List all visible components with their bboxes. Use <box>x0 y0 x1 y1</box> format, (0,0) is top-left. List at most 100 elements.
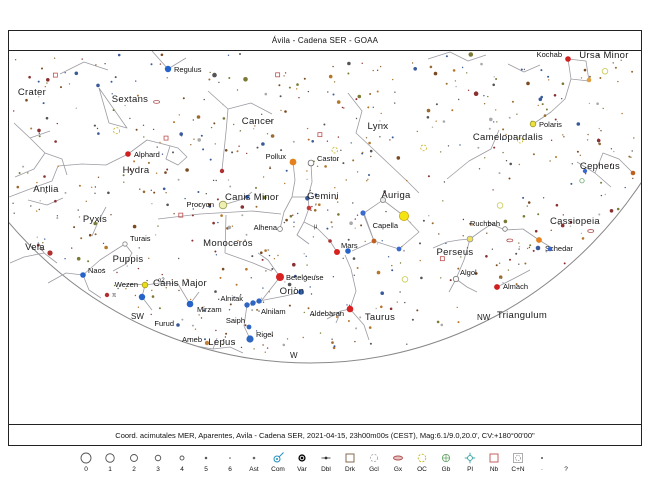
field-star <box>457 267 460 270</box>
field-star <box>436 320 440 324</box>
field-star <box>243 77 248 82</box>
field-star <box>246 152 248 155</box>
field-star <box>599 77 602 79</box>
field-star <box>85 200 88 202</box>
field-star <box>125 288 127 290</box>
star-polaris[interactable] <box>529 120 537 128</box>
field-star <box>218 298 220 300</box>
star-aur-star[interactable] <box>360 210 366 216</box>
star-rigel[interactable] <box>246 335 254 343</box>
star-label-naos: Naos <box>88 266 106 275</box>
legend-item-6: 6 <box>222 451 238 473</box>
star-pollux[interactable] <box>289 158 297 166</box>
field-star <box>64 72 66 74</box>
sky-chart-svg[interactable]: Regulus Kochab Polaris Alphard Pollux Castor C… <box>9 51 641 424</box>
star-algol[interactable] <box>452 275 460 283</box>
star-pherkad[interactable] <box>586 77 592 83</box>
star-alnilam[interactable] <box>250 300 256 306</box>
field-star <box>102 242 105 245</box>
star-procyon[interactable] <box>218 200 228 210</box>
star-propus[interactable] <box>328 239 332 243</box>
field-star <box>509 162 512 166</box>
field-star <box>345 179 347 181</box>
field-star <box>264 351 266 353</box>
field-star <box>263 195 267 200</box>
star-aldebaran[interactable] <box>346 305 354 313</box>
star-almach[interactable] <box>494 284 500 290</box>
field-star <box>147 161 150 164</box>
star-mirzam[interactable] <box>186 300 194 308</box>
field-star <box>518 248 520 250</box>
field-star <box>389 307 393 311</box>
field-star <box>347 72 350 75</box>
star-regulus[interactable] <box>164 65 172 73</box>
pl-symbol-icon <box>464 452 476 464</box>
field-star <box>534 229 538 233</box>
star-vela-star[interactable] <box>47 250 53 256</box>
star-kochab[interactable] <box>565 56 571 62</box>
star-mars[interactable] <box>334 249 340 255</box>
drk-symbol-icon <box>345 453 355 463</box>
star-pi-pup[interactable] <box>104 292 110 298</box>
star-caph[interactable] <box>547 246 553 252</box>
star-wezen[interactable] <box>141 281 149 289</box>
star-bellatrix[interactable] <box>298 289 304 295</box>
star-alnitak[interactable] <box>244 302 250 308</box>
field-star <box>554 118 557 121</box>
field-star <box>562 214 564 216</box>
star-elnath[interactable] <box>345 248 351 254</box>
field-star <box>88 233 92 237</box>
field-star <box>178 289 180 292</box>
star-mirfak[interactable] <box>466 235 474 243</box>
field-star <box>462 235 464 237</box>
star-theta-aur[interactable] <box>396 246 402 252</box>
star-menkalinan[interactable] <box>379 196 386 203</box>
field-star <box>508 116 511 119</box>
star-acubens[interactable] <box>219 168 225 174</box>
star-arneb[interactable] <box>204 340 210 346</box>
star-alhena[interactable] <box>277 226 283 232</box>
star-alphard[interactable] <box>125 151 131 157</box>
field-star <box>337 201 339 203</box>
star-furud[interactable] <box>176 323 180 327</box>
star-naos[interactable] <box>80 272 86 278</box>
legend-item-label: Drk <box>344 466 356 473</box>
field-star <box>208 205 212 208</box>
field-star <box>271 334 273 337</box>
horizon-label-nw: NW <box>477 313 491 322</box>
field-star <box>217 221 219 224</box>
star-schedar[interactable] <box>536 237 542 243</box>
chart-area[interactable]: Regulus Kochab Polaris Alphard Pollux Castor C… <box>9 51 641 424</box>
star-turais[interactable] <box>122 241 128 247</box>
star-cep-star[interactable] <box>582 168 588 174</box>
horizon-label-w: W <box>290 351 298 360</box>
horizon-line <box>9 181 641 364</box>
star-ruchbah[interactable] <box>502 226 508 232</box>
field-star <box>396 301 398 303</box>
star-saiph[interactable] <box>246 324 252 330</box>
field-star <box>255 186 257 189</box>
nebula-marker <box>275 72 281 78</box>
legend-item-?: ? <box>558 451 574 473</box>
field-star <box>391 136 394 139</box>
field-star <box>350 142 352 144</box>
field-star <box>221 267 225 271</box>
star-capella[interactable] <box>398 210 409 221</box>
star-mintaka[interactable] <box>256 298 262 304</box>
field-star <box>401 246 403 248</box>
field-star <box>561 98 563 100</box>
field-star <box>190 298 192 301</box>
star-adhara[interactable] <box>138 293 146 301</box>
star-cep-star2[interactable] <box>630 170 636 176</box>
field-star <box>165 192 167 194</box>
field-star <box>452 69 456 72</box>
field-star <box>239 53 241 55</box>
star-mebsuta[interactable] <box>306 205 312 211</box>
field-star <box>269 166 271 168</box>
field-star <box>39 200 41 202</box>
field-star <box>117 53 121 57</box>
star-betelgeuse[interactable] <box>276 273 284 281</box>
star-castor[interactable] <box>307 159 315 167</box>
star-hasseleh[interactable] <box>371 238 377 244</box>
star-gomeisa[interactable] <box>245 195 249 199</box>
